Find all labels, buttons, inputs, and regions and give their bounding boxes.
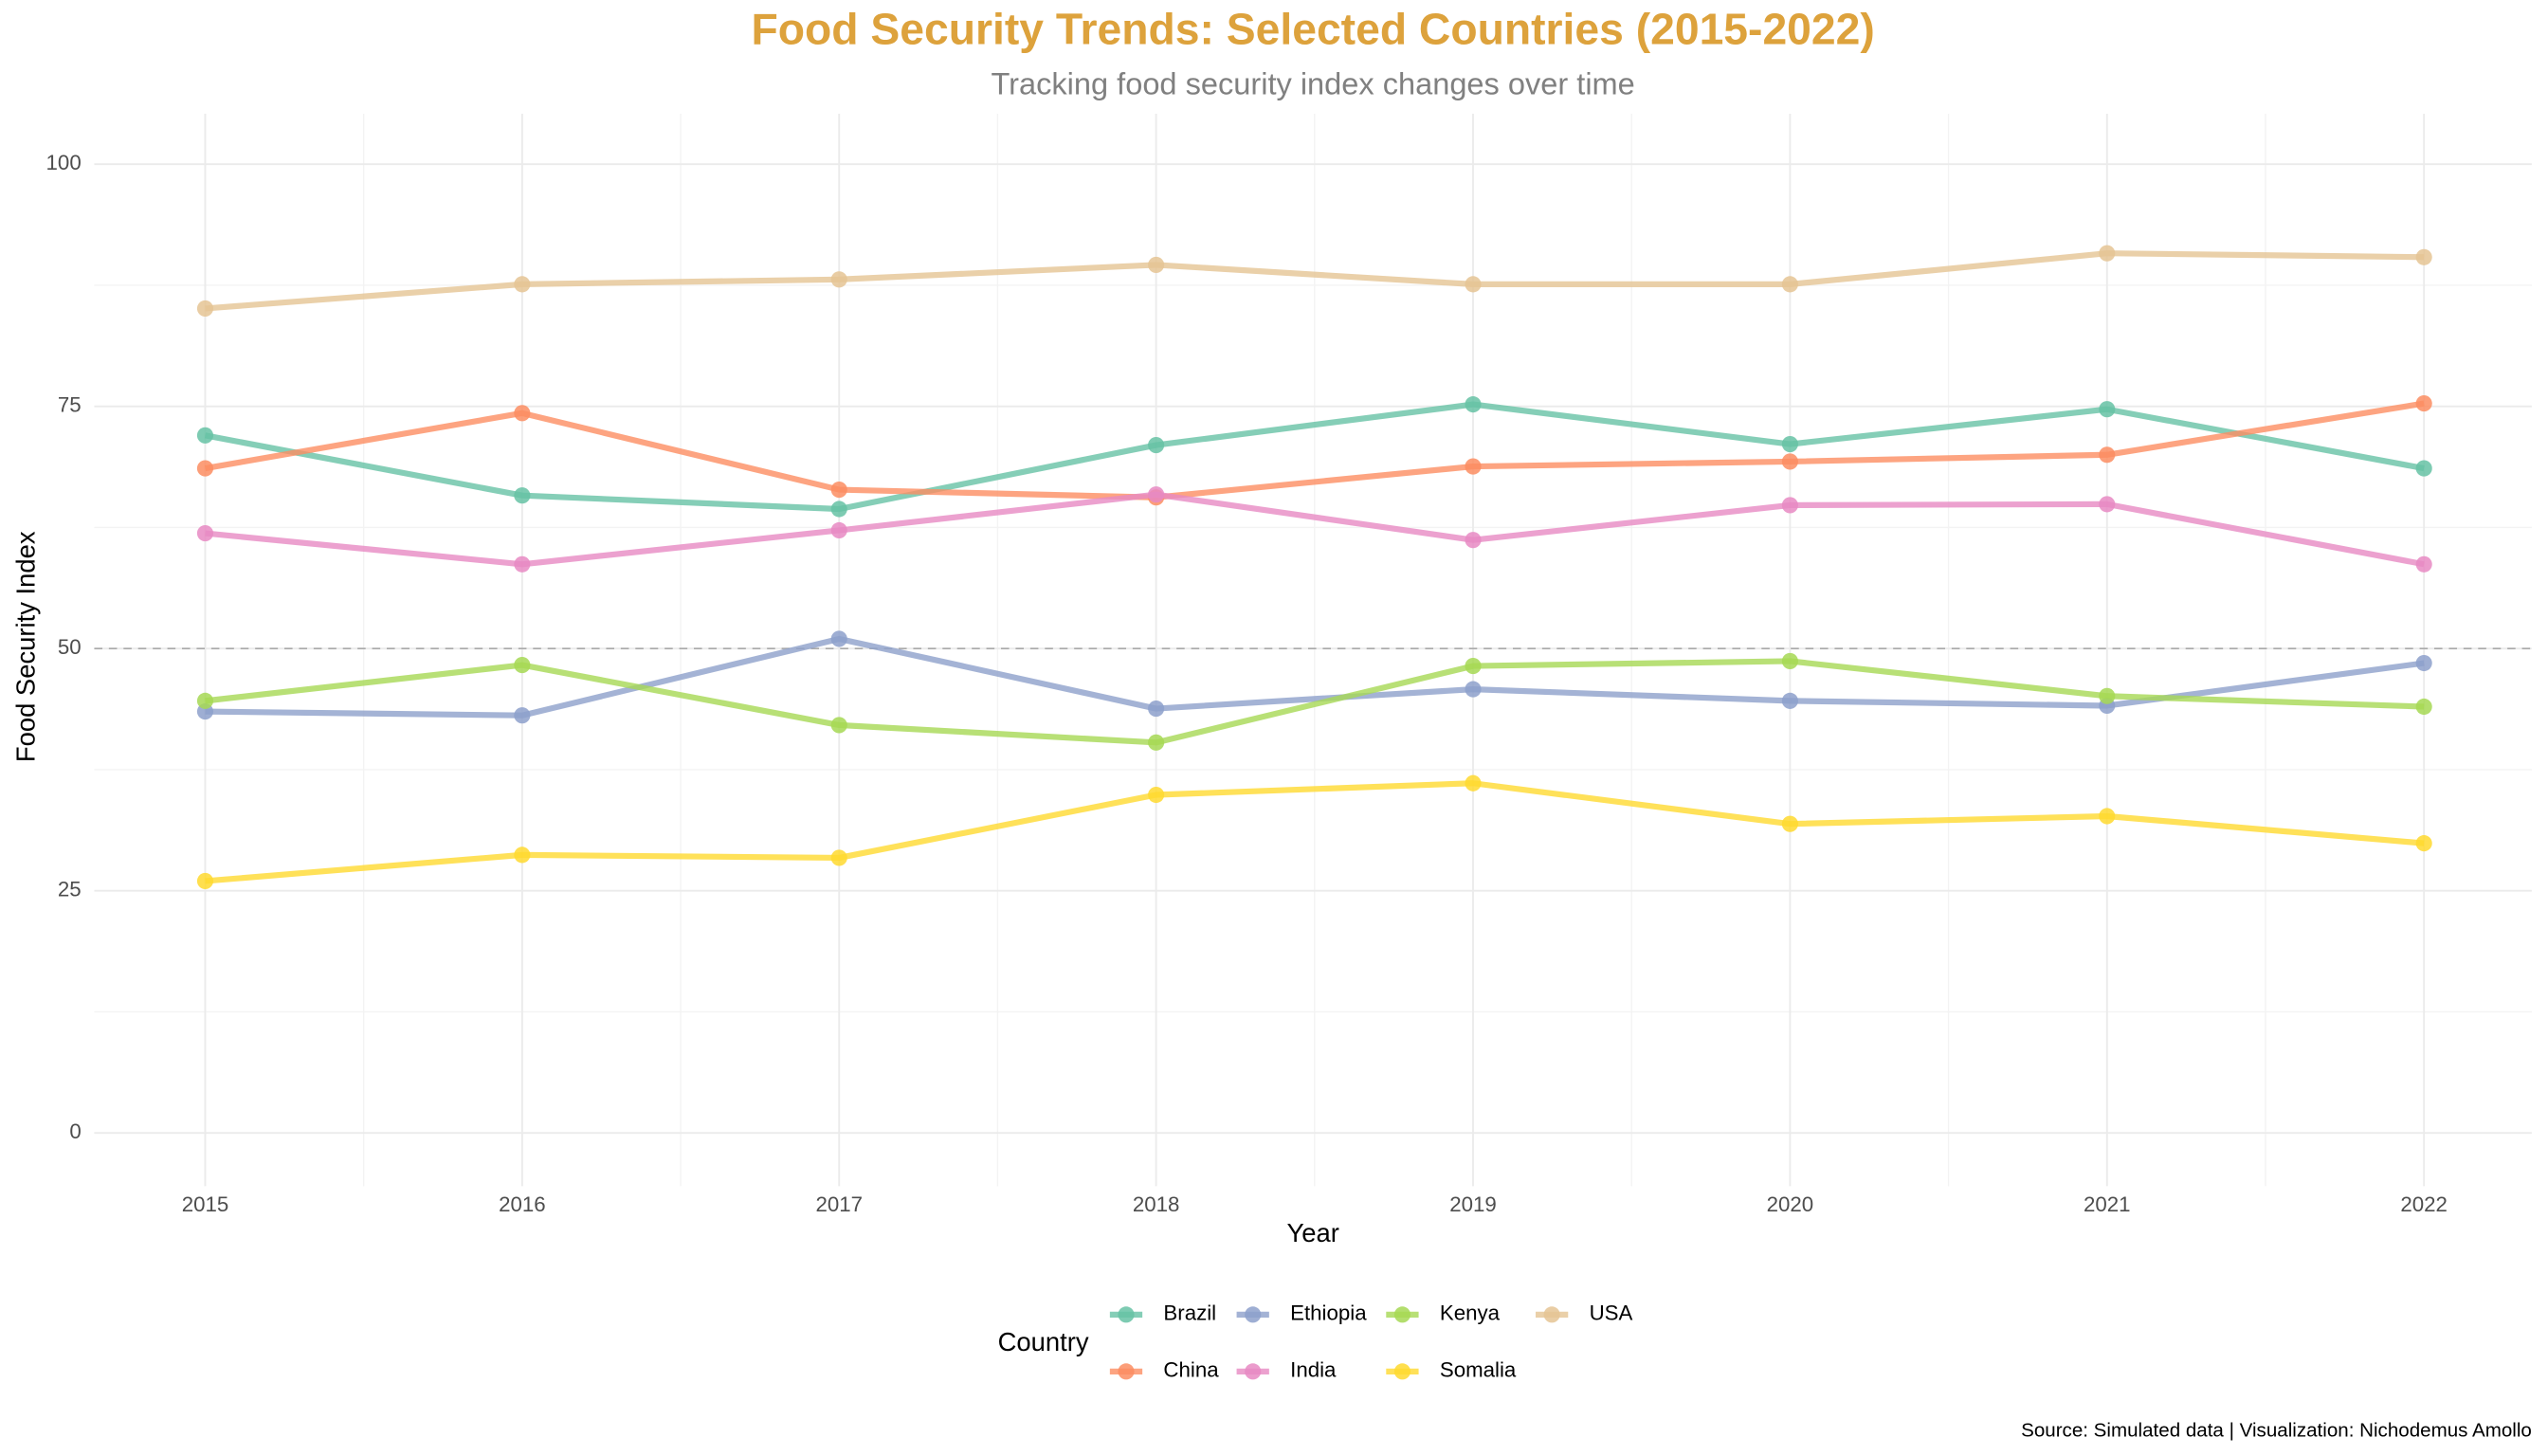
data-point [514, 555, 531, 573]
data-point [1465, 774, 1482, 792]
data-point [1781, 497, 1798, 514]
data-point [1148, 734, 1165, 751]
series-line [205, 635, 2425, 719]
data-point [514, 707, 531, 724]
x-tick-label: 2022 [2400, 1192, 2448, 1216]
data-point [2099, 496, 2116, 513]
data-point [196, 427, 214, 444]
legend-point [1245, 1306, 1262, 1323]
data-point [514, 846, 531, 864]
data-point [2415, 698, 2432, 716]
data-point [2415, 835, 2432, 852]
x-axis-label: Year [1286, 1218, 1338, 1247]
data-point [1465, 681, 1482, 698]
data-point [514, 276, 531, 293]
data-point [196, 300, 214, 318]
data-point [1781, 692, 1798, 709]
legend-point [1543, 1306, 1560, 1323]
legend-label: USA [1590, 1301, 1633, 1325]
data-point [1465, 396, 1482, 413]
data-point [514, 405, 531, 422]
data-point [1781, 453, 1798, 470]
data-point [1465, 658, 1482, 675]
data-point [2415, 654, 2432, 672]
data-point [1465, 532, 1482, 549]
data-point [1781, 815, 1798, 832]
data-point [1148, 436, 1165, 454]
data-point [514, 487, 531, 504]
data-point [2099, 687, 2116, 704]
data-point [1148, 486, 1165, 503]
caption: Source: Simulated data | Visualization: … [2021, 1420, 2532, 1442]
chart-title: Food Security Trends: Selected Countries… [751, 5, 1874, 54]
legend-label: China [1163, 1358, 1219, 1382]
data-point [830, 521, 847, 539]
y-tick-label: 50 [58, 635, 82, 659]
legend-label: Kenya [1440, 1301, 1501, 1325]
series-line [205, 658, 2425, 746]
data-point [196, 872, 214, 890]
x-tick-label: 2017 [815, 1192, 863, 1216]
data-point [1148, 786, 1165, 804]
series-line [204, 401, 2425, 513]
data-point [1148, 700, 1165, 718]
legend-point [1393, 1306, 1410, 1323]
x-tick-label: 2019 [1449, 1192, 1497, 1216]
y-tick-label: 25 [58, 878, 82, 901]
data-point [2415, 395, 2432, 412]
x-tick-label: 2015 [182, 1192, 229, 1216]
legend-point [1118, 1363, 1135, 1380]
data-point [2099, 245, 2116, 262]
data-point [1781, 276, 1798, 293]
legend-point [1245, 1363, 1262, 1380]
y-axis-label: Food Security Index [10, 531, 40, 762]
x-tick-label: 2016 [499, 1192, 546, 1216]
data-point [830, 481, 847, 499]
data-point [2415, 555, 2432, 573]
legend-title: Country [998, 1327, 1089, 1356]
data-point [2099, 808, 2116, 825]
data-point [830, 630, 847, 647]
series-line [205, 250, 2425, 312]
legend-point [1118, 1306, 1135, 1323]
data-point [2415, 248, 2432, 265]
y-tick-label: 0 [69, 1119, 81, 1143]
legend-label: India [1290, 1358, 1337, 1382]
x-tick-label: 2020 [1767, 1192, 1814, 1216]
data-point [830, 717, 847, 734]
series-line [204, 400, 2425, 500]
legend-label: Somalia [1440, 1358, 1517, 1382]
y-tick-label: 75 [58, 393, 82, 417]
data-point [2099, 446, 2116, 464]
data-point [830, 500, 847, 518]
chart-subtitle: Tracking food security index changes ove… [991, 66, 1634, 100]
data-point [830, 849, 847, 866]
legend-point [1393, 1363, 1410, 1380]
data-point [1465, 458, 1482, 475]
legend-label: Ethiopia [1290, 1301, 1367, 1325]
legend-label: Brazil [1163, 1301, 1216, 1325]
series-line [205, 491, 2425, 568]
data-point [1781, 652, 1798, 670]
series-line [205, 780, 2425, 884]
data-point [1465, 276, 1482, 293]
data-point [2415, 460, 2432, 477]
data-point [196, 692, 214, 709]
data-point [196, 460, 214, 477]
x-tick-label: 2018 [1133, 1192, 1180, 1216]
data-point [514, 656, 531, 674]
data-point [830, 271, 847, 288]
data-point [2099, 401, 2116, 418]
data-point [1148, 256, 1165, 274]
x-tick-label: 2021 [2084, 1192, 2131, 1216]
data-point [1781, 435, 1798, 453]
data-point [196, 524, 214, 542]
y-tick-label: 100 [46, 151, 82, 174]
